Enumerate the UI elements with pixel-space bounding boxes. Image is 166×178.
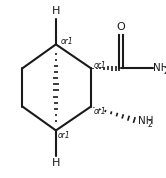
- Text: 2: 2: [147, 120, 152, 129]
- Text: or1: or1: [94, 107, 107, 116]
- Text: 2: 2: [163, 67, 166, 76]
- Text: or1: or1: [61, 37, 73, 46]
- Text: or1: or1: [57, 131, 70, 140]
- Text: H: H: [52, 6, 60, 17]
- Text: NH: NH: [137, 116, 153, 126]
- Text: or1: or1: [94, 61, 107, 70]
- Text: H: H: [52, 158, 60, 168]
- Text: O: O: [117, 22, 126, 32]
- Text: NH: NH: [153, 63, 166, 73]
